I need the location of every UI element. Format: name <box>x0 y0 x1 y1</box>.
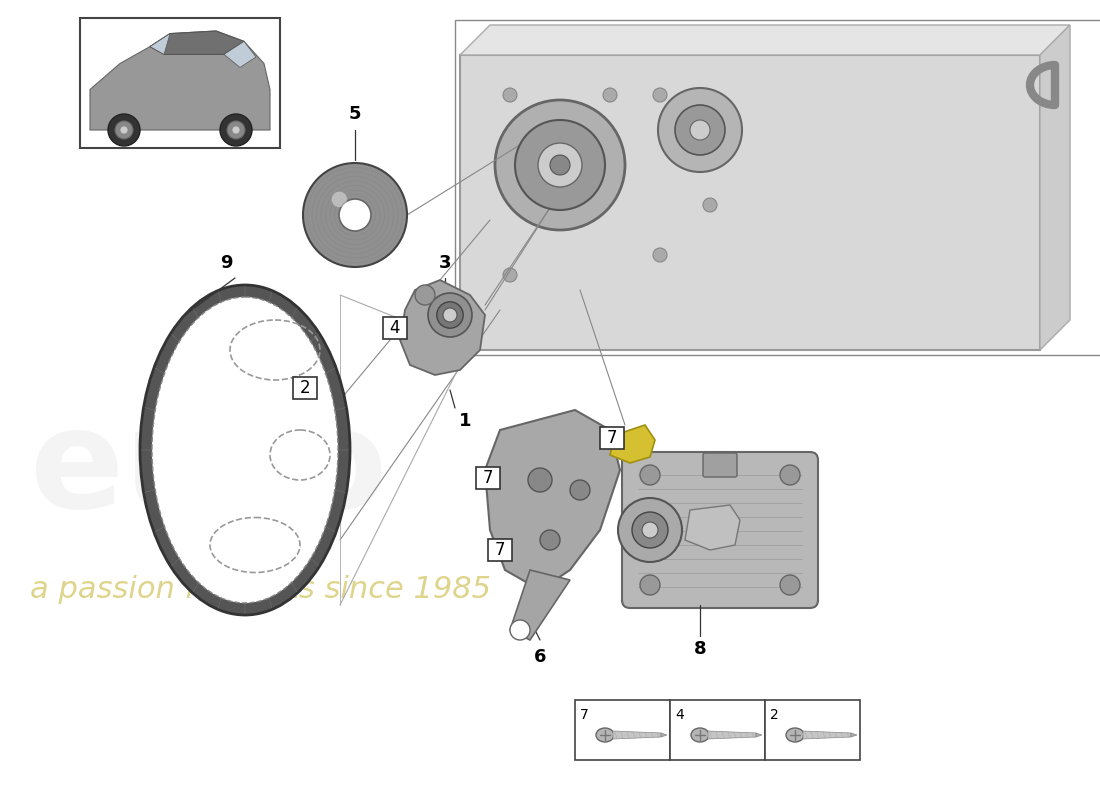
Circle shape <box>658 88 742 172</box>
Polygon shape <box>613 731 661 739</box>
Circle shape <box>220 114 252 146</box>
Text: 3: 3 <box>439 254 451 272</box>
Polygon shape <box>150 34 170 54</box>
Circle shape <box>642 522 658 538</box>
Polygon shape <box>510 570 570 640</box>
Circle shape <box>538 143 582 187</box>
Circle shape <box>227 121 245 139</box>
Text: 7: 7 <box>580 708 588 722</box>
Circle shape <box>653 248 667 262</box>
FancyBboxPatch shape <box>488 539 512 561</box>
Circle shape <box>302 163 407 267</box>
Polygon shape <box>685 505 740 550</box>
FancyBboxPatch shape <box>703 453 737 477</box>
Circle shape <box>503 88 517 102</box>
Circle shape <box>339 199 371 231</box>
Circle shape <box>703 198 717 212</box>
Circle shape <box>653 88 667 102</box>
FancyBboxPatch shape <box>80 18 280 148</box>
Circle shape <box>632 512 668 548</box>
Text: 2: 2 <box>770 708 779 722</box>
Text: a passion for parts since 1985: a passion for parts since 1985 <box>30 575 491 605</box>
Ellipse shape <box>152 297 338 603</box>
FancyBboxPatch shape <box>670 700 764 760</box>
Circle shape <box>120 126 128 134</box>
FancyBboxPatch shape <box>476 467 501 489</box>
Circle shape <box>570 480 590 500</box>
Text: 8: 8 <box>694 640 706 658</box>
Circle shape <box>437 302 463 328</box>
Circle shape <box>675 105 725 155</box>
Polygon shape <box>661 733 667 737</box>
Ellipse shape <box>140 285 350 615</box>
Polygon shape <box>851 733 857 737</box>
Polygon shape <box>224 42 256 67</box>
FancyBboxPatch shape <box>383 317 407 339</box>
Polygon shape <box>756 733 762 737</box>
Circle shape <box>232 126 240 134</box>
Circle shape <box>550 155 570 175</box>
Text: 7: 7 <box>483 469 493 487</box>
Circle shape <box>510 620 530 640</box>
Circle shape <box>528 468 552 492</box>
Circle shape <box>108 114 140 146</box>
Circle shape <box>428 293 472 337</box>
Text: 9: 9 <box>220 254 233 272</box>
Text: 6: 6 <box>534 648 547 666</box>
Ellipse shape <box>786 728 804 742</box>
Polygon shape <box>460 25 1070 55</box>
Text: euro: euro <box>30 402 387 538</box>
Circle shape <box>331 192 348 207</box>
FancyBboxPatch shape <box>621 452 818 608</box>
Circle shape <box>415 285 434 305</box>
Ellipse shape <box>596 728 614 742</box>
FancyBboxPatch shape <box>460 55 1040 350</box>
Text: 7: 7 <box>495 541 505 559</box>
Circle shape <box>443 308 456 322</box>
Text: 1: 1 <box>459 412 471 430</box>
Polygon shape <box>150 31 244 54</box>
Polygon shape <box>400 280 485 375</box>
Text: 4: 4 <box>389 319 400 337</box>
Polygon shape <box>485 410 620 590</box>
Circle shape <box>515 120 605 210</box>
Polygon shape <box>708 731 756 739</box>
Text: 2: 2 <box>299 379 310 397</box>
Polygon shape <box>90 31 270 130</box>
Circle shape <box>780 575 800 595</box>
Circle shape <box>618 498 682 562</box>
Text: 7: 7 <box>607 429 617 447</box>
Polygon shape <box>1040 25 1070 350</box>
Polygon shape <box>610 425 654 463</box>
Polygon shape <box>803 731 851 739</box>
Circle shape <box>495 100 625 230</box>
Circle shape <box>640 575 660 595</box>
Text: 4: 4 <box>675 708 684 722</box>
Ellipse shape <box>691 728 710 742</box>
Circle shape <box>503 268 517 282</box>
FancyBboxPatch shape <box>293 377 317 399</box>
Circle shape <box>603 88 617 102</box>
Circle shape <box>640 465 660 485</box>
FancyBboxPatch shape <box>764 700 860 760</box>
FancyBboxPatch shape <box>600 427 624 449</box>
FancyBboxPatch shape <box>575 700 670 760</box>
Circle shape <box>116 121 133 139</box>
Text: 5: 5 <box>349 105 361 123</box>
Circle shape <box>780 465 800 485</box>
Circle shape <box>540 530 560 550</box>
Circle shape <box>690 120 710 140</box>
